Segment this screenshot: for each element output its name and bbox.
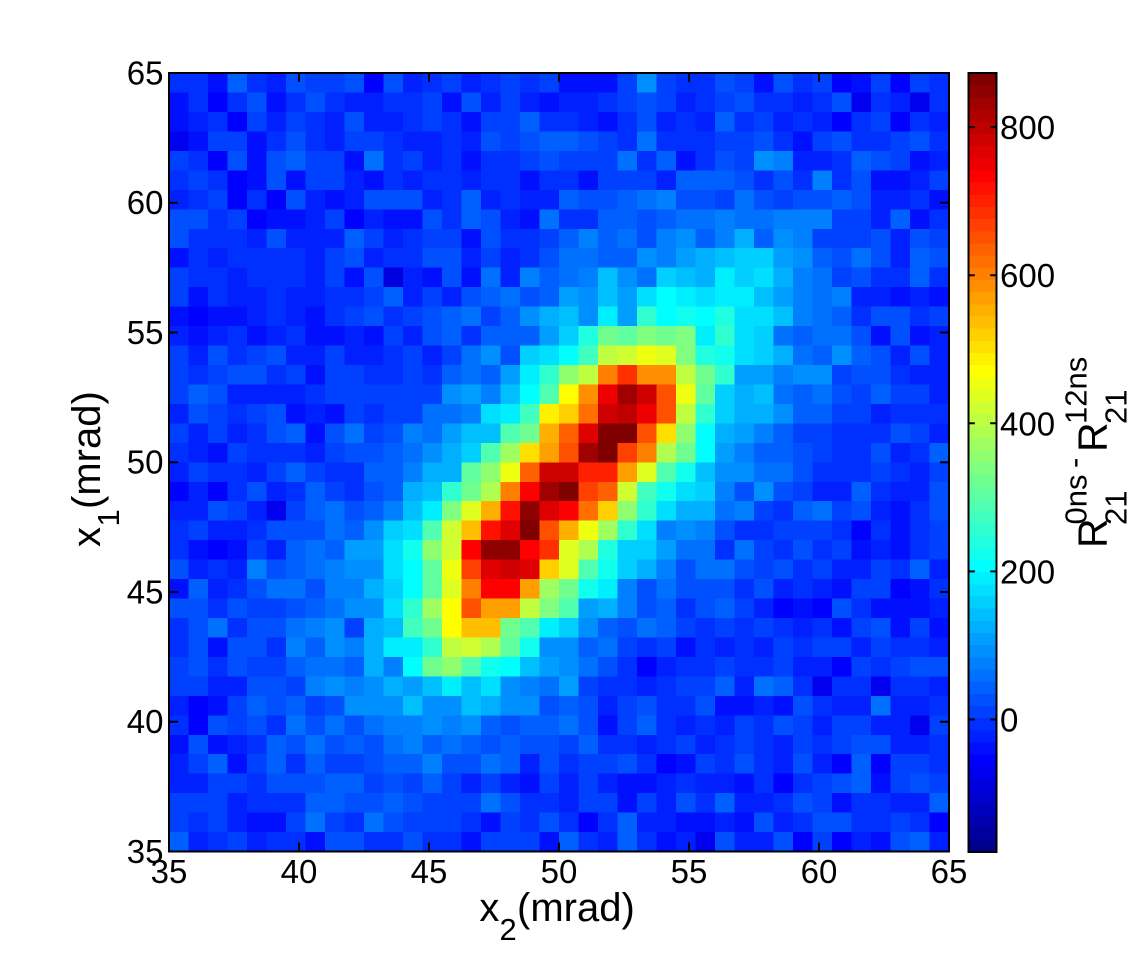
svg-text:200: 200 — [1000, 553, 1055, 590]
svg-text:45: 45 — [127, 573, 164, 610]
svg-text:45: 45 — [411, 853, 448, 890]
svg-text:40: 40 — [127, 703, 164, 740]
svg-text:21: 21 — [1099, 390, 1134, 424]
svg-text:2: 2 — [500, 912, 517, 947]
svg-text:800: 800 — [1000, 109, 1055, 146]
svg-text:65: 65 — [127, 54, 164, 91]
svg-text:60: 60 — [127, 184, 164, 221]
svg-text:50: 50 — [127, 444, 164, 481]
svg-text:R: R — [1070, 422, 1116, 452]
svg-text:35: 35 — [127, 833, 164, 870]
svg-text:-: - — [1057, 458, 1092, 468]
svg-text:400: 400 — [1000, 405, 1055, 442]
svg-text:0: 0 — [1000, 702, 1018, 739]
svg-text:55: 55 — [127, 314, 164, 351]
svg-text:12ns: 12ns — [1059, 357, 1094, 424]
svg-text:R: R — [1070, 518, 1116, 548]
svg-text:x: x — [65, 527, 109, 547]
svg-text:21: 21 — [1099, 491, 1134, 525]
svg-text:600: 600 — [1000, 257, 1055, 294]
svg-text:35: 35 — [151, 853, 188, 890]
svg-text:60: 60 — [801, 853, 838, 890]
svg-text:50: 50 — [541, 853, 578, 890]
svg-text:(mrad): (mrad) — [517, 886, 635, 930]
svg-text:1: 1 — [91, 509, 126, 526]
svg-text:x: x — [479, 886, 499, 930]
svg-text:(mrad): (mrad) — [65, 391, 109, 509]
svg-text:0ns: 0ns — [1059, 475, 1094, 525]
svg-text:40: 40 — [281, 853, 318, 890]
svg-text:55: 55 — [671, 853, 708, 890]
svg-text:65: 65 — [931, 853, 968, 890]
